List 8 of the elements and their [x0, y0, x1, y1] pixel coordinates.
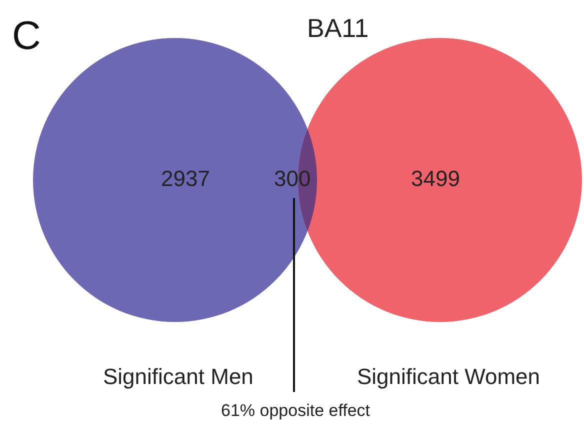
data-label: 300 — [274, 166, 311, 191]
data-label: 3499 — [411, 166, 460, 191]
category-label: Significant Men — [103, 364, 254, 389]
category-label: Significant Women — [357, 364, 540, 389]
text: C — [12, 14, 41, 58]
data-label: 2937 — [161, 166, 210, 191]
text: BA11 — [307, 13, 369, 43]
text: 61% opposite effect — [221, 401, 370, 420]
